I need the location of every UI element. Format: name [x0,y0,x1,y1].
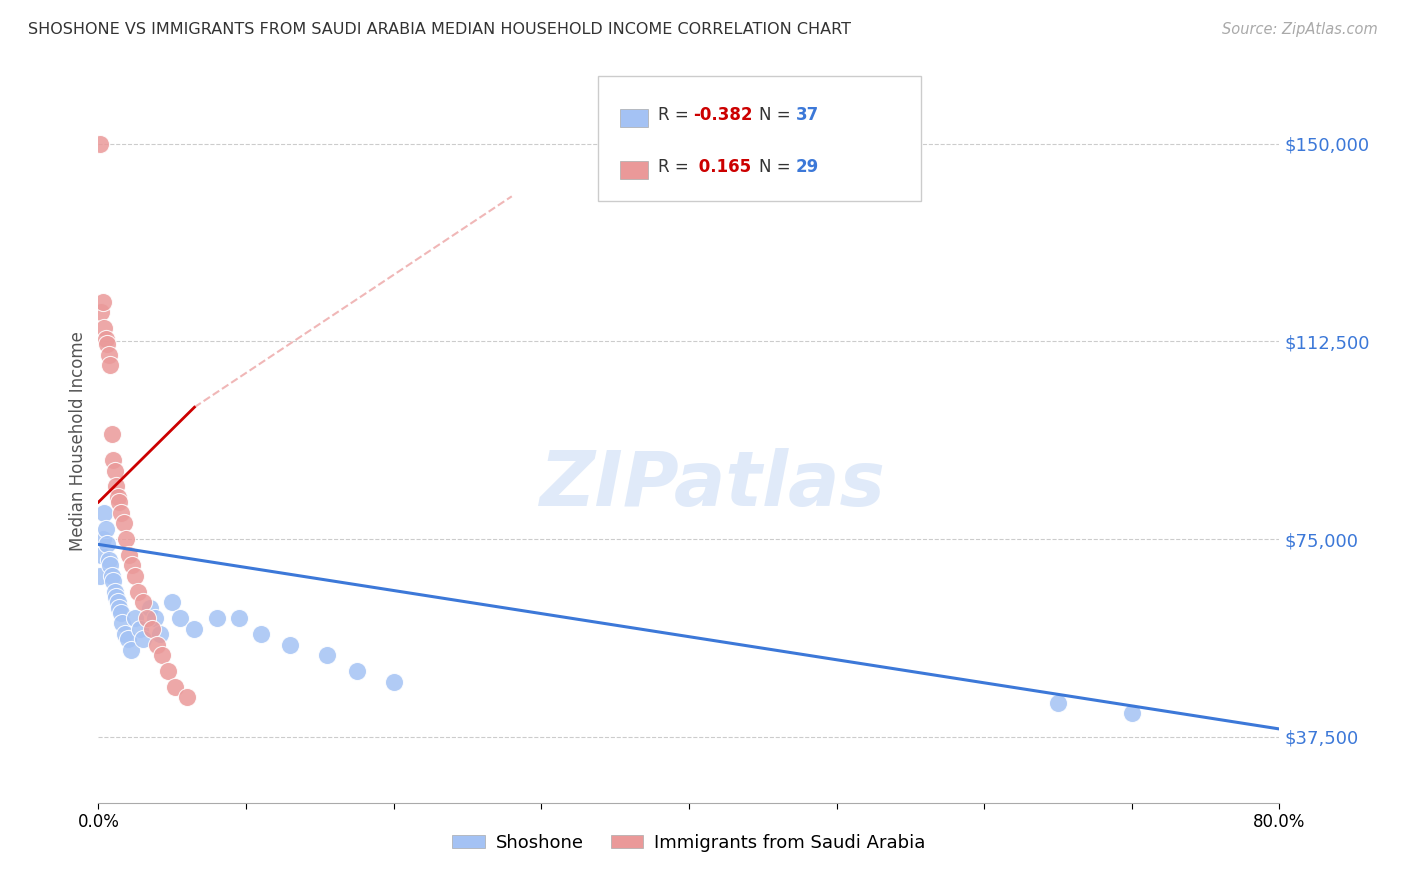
Point [169,611,191,625]
Point [146,638,169,652]
Text: -0.382: -0.382 [693,106,752,124]
Point [108,495,131,509]
Point [132,632,155,647]
Text: Source: ZipAtlas.com: Source: ZipAtlas.com [1222,22,1378,37]
Point [97,347,120,361]
Point [143,611,166,625]
Point [110,506,132,520]
Text: 0.165: 0.165 [693,158,751,177]
Point [150,648,173,662]
Point [124,611,146,625]
Point [103,453,125,467]
Point [280,638,302,652]
Point [108,600,131,615]
Text: 37: 37 [796,106,820,124]
Point [105,479,128,493]
Point [141,622,163,636]
Text: 29: 29 [796,158,820,177]
Point [114,627,136,641]
Y-axis label: Median Household Income: Median Household Income [69,332,87,551]
Point [165,680,187,694]
Point [91,294,114,309]
Point [89,569,111,583]
Point [98,358,121,372]
Point [90,305,112,319]
Point [127,585,149,599]
Point [104,464,127,478]
Point [96,537,118,551]
Point [112,516,135,531]
Point [94,332,117,346]
Point [128,622,150,636]
Text: R =: R = [658,106,695,124]
Point [316,648,339,662]
Point [94,522,117,536]
Point [110,606,132,620]
Point [250,627,273,641]
Point [346,664,368,678]
Point [121,558,143,573]
Point [139,600,162,615]
Point [136,611,159,625]
Point [103,574,125,589]
Point [149,627,172,641]
Point [1121,706,1143,720]
Point [162,595,183,609]
Point [90,548,112,562]
Text: N =: N = [759,106,796,124]
Point [156,664,179,678]
Point [93,321,115,335]
Point [104,585,127,599]
Point [118,548,141,562]
Point [176,690,198,705]
Text: SHOSHONE VS IMMIGRANTS FROM SAUDI ARABIA MEDIAN HOUSEHOLD INCOME CORRELATION CHA: SHOSHONE VS IMMIGRANTS FROM SAUDI ARABIA… [28,22,851,37]
Text: N =: N = [759,158,796,177]
Point [132,595,155,609]
Point [205,611,228,625]
Point [107,490,129,504]
Point [115,532,138,546]
Point [1046,696,1070,710]
Text: ZIPatlas: ZIPatlas [540,448,886,522]
Point [96,337,118,351]
Point [120,643,142,657]
Point [107,595,129,609]
Point [93,506,115,520]
Point [183,622,205,636]
Point [97,553,120,567]
Point [100,569,122,583]
Legend: Shoshone, Immigrants from Saudi Arabia: Shoshone, Immigrants from Saudi Arabia [446,826,932,859]
Text: R =: R = [658,158,695,177]
Point [105,590,128,604]
Point [89,136,111,151]
Point [124,569,146,583]
Point [382,674,405,689]
Point [228,611,250,625]
Point [111,616,134,631]
Point [117,632,139,647]
Point [100,426,122,441]
Point [91,532,114,546]
Point [98,558,121,573]
